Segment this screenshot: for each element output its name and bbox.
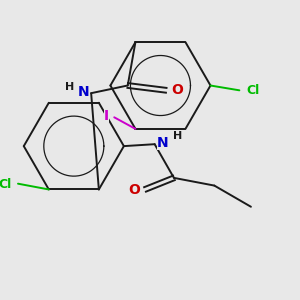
Text: O: O [128,183,140,197]
Text: Cl: Cl [246,84,260,97]
Text: I: I [104,109,109,123]
Text: H: H [173,131,182,142]
Text: N: N [78,85,89,99]
Text: Cl: Cl [0,178,11,191]
Text: H: H [65,82,75,92]
Text: O: O [171,83,183,97]
Text: N: N [157,136,168,150]
